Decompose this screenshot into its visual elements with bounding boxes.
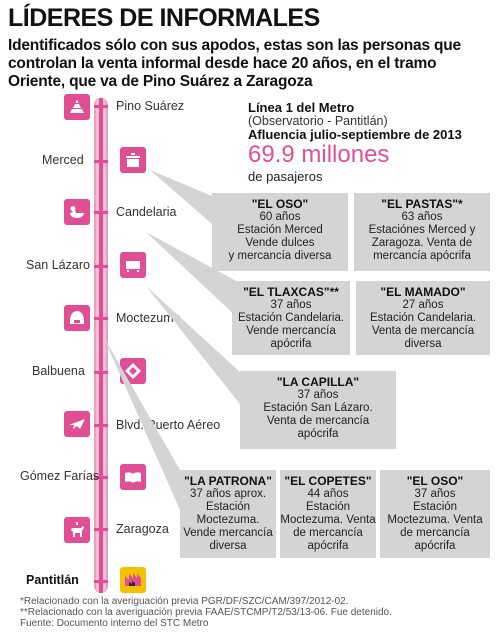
metro-total: 69.9 millones	[248, 141, 390, 168]
leader-detail: Estación	[205, 501, 251, 513]
leader-detail: Vende mercancía	[183, 527, 273, 539]
station-tick	[94, 424, 108, 427]
leader-detail: Estación San Lázaro.	[263, 402, 373, 414]
station-label-pantitlan: Pantitlán	[26, 573, 79, 587]
leader-detail: Estación	[412, 501, 458, 513]
aztec-pyramid-icon	[64, 94, 90, 120]
leader-card-el-copetes: "EL COPETES" 44 años Estación Moctezuma.…	[280, 470, 376, 558]
duck-icon	[64, 199, 90, 225]
arrow-san-lazaro	[146, 286, 240, 404]
leader-detail: Venta de mercancía	[266, 415, 370, 427]
station-label-zaragoza: Zaragoza	[116, 522, 169, 536]
diamond-pattern-icon	[120, 358, 146, 384]
leader-name: "EL OSO"	[251, 197, 309, 211]
leader-detail: y mercancía diversa	[228, 250, 332, 262]
leader-detail: Estación Candelaria.	[237, 312, 345, 324]
station-label-puerto-aereo: Blvd. Puerto Aéreo	[116, 418, 221, 432]
horse-rider-icon	[64, 517, 90, 543]
leader-detail: Vende mercancía	[246, 325, 336, 337]
leader-name: "LA PATRONA"	[184, 474, 272, 488]
leader-detail: Moctezuma.	[196, 514, 260, 526]
market-stall-icon	[120, 147, 146, 173]
leader-name: "EL PASTAS"*	[381, 197, 463, 211]
station-tick	[94, 211, 108, 214]
station-tick	[94, 265, 108, 268]
metro-line-name: Línea 1 del Metro	[248, 100, 355, 115]
source-note: Fuente: Documento interno del STC Metro	[20, 618, 209, 629]
station-label-candelaria: Candelaria	[116, 205, 177, 219]
leader-card-la-capilla: "LA CAPILLA" 37 años Estación San Lázaro…	[240, 371, 396, 449]
leader-detail: Vende dulces	[245, 237, 315, 249]
leader-detail: apócrifa	[414, 540, 456, 552]
footnote-2: **Relacionado con la averiguación previa…	[20, 607, 392, 618]
leader-detail: de mercancía	[400, 527, 470, 539]
leader-name: "LA CAPILLA"	[276, 375, 360, 389]
footnotes: *Relacionado con la averiguación previa …	[20, 596, 392, 629]
leader-detail: Moctezuma. Venta	[280, 514, 376, 526]
leader-detail: apócrifa	[307, 540, 349, 552]
leader-age: 37 años	[414, 488, 456, 500]
leader-name: "EL TLAXCAS"**	[243, 285, 339, 299]
station-tick	[94, 528, 108, 531]
footnote-1: *Relacionado con la averiguación previa …	[20, 596, 349, 607]
station-tick	[94, 105, 108, 108]
station-label-pino-suarez: Pino Suárez	[116, 99, 185, 113]
station-tick	[94, 317, 108, 320]
leader-detail: Estación Merced	[237, 224, 323, 236]
leader-detail: apócrifa	[297, 428, 339, 440]
station-label-moctezuma: Moctezuma	[116, 311, 181, 325]
station-label-merced: Merced	[42, 153, 84, 167]
leader-age: 37 años aprox.	[189, 488, 267, 500]
leader-card-el-oso-moctezuma: "EL OSO" 37 años Estación Moctezuma. Ven…	[380, 470, 490, 558]
metro-afluencia: Afluencia julio-septiembre de 2013	[248, 127, 462, 142]
leader-name: "EL COPETES"	[284, 474, 372, 488]
leader-age: 37 años	[270, 299, 312, 311]
leader-detail: Zaragoza. Venta de	[371, 237, 473, 249]
train-icon	[120, 252, 146, 278]
metro-route: (Observatorio - Pantitlán)	[248, 114, 388, 128]
metro-line-center	[99, 98, 103, 593]
leader-detail: Estación	[305, 501, 351, 513]
leader-age: 37 años	[297, 389, 339, 401]
leader-age: 63 años	[401, 211, 443, 223]
page-title: LÍDERES DE INFORMALES	[8, 4, 320, 32]
station-label-balbuena: Balbuena	[32, 364, 85, 378]
leader-card-el-tlaxcas: "EL TLAXCAS"** 37 años Estación Candelar…	[232, 281, 350, 355]
book-icon	[120, 464, 146, 490]
leader-age: 27 años	[402, 299, 444, 311]
leader-name: "EL MAMADO"	[380, 285, 466, 299]
leader-detail: apócrifa	[270, 338, 312, 350]
station-tick	[94, 580, 108, 583]
leader-detail: Estación Candelaria.	[369, 312, 477, 324]
leader-detail: de mercancía	[293, 527, 363, 539]
leader-detail: diversa	[209, 540, 247, 552]
leader-card-la-patrona: "LA PATRONA" 37 años aprox. Estación Moc…	[180, 470, 276, 558]
station-tick	[94, 476, 108, 479]
leader-detail: Moctezuma. Venta	[387, 514, 483, 526]
leader-card-el-pastas: "EL PASTAS"* 63 años Estaciónes Merced y…	[354, 193, 490, 271]
leader-detail: diversa	[404, 338, 442, 350]
pantitlan-icon	[120, 567, 146, 593]
leader-detail: Estaciónes Merced y	[368, 224, 476, 236]
feather-headdress-icon	[64, 305, 90, 331]
leader-age: 60 años	[259, 211, 301, 223]
station-label-gomez-farias: Gómez Farías	[20, 469, 100, 483]
page-subtitle: Identificados sólo con sus apodos, estas…	[8, 37, 461, 90]
airplane-icon	[64, 411, 90, 437]
leader-name: "EL OSO"	[406, 474, 464, 488]
metro-unit: de pasajeros	[248, 169, 323, 184]
station-tick	[94, 160, 108, 163]
leader-card-el-mamado: "EL MAMADO" 27 años Estación Candelaria.…	[356, 281, 490, 355]
leader-detail: mercancía apócrifa	[373, 250, 471, 262]
leader-detail: Venta de mercancía	[371, 325, 475, 337]
station-label-san-lazaro: San Lázaro	[26, 258, 90, 272]
station-tick	[94, 371, 108, 374]
leader-card-el-oso-merced: "EL OSO" 60 años Estación Merced Vende d…	[212, 193, 348, 271]
leader-age: 44 años	[307, 488, 349, 500]
